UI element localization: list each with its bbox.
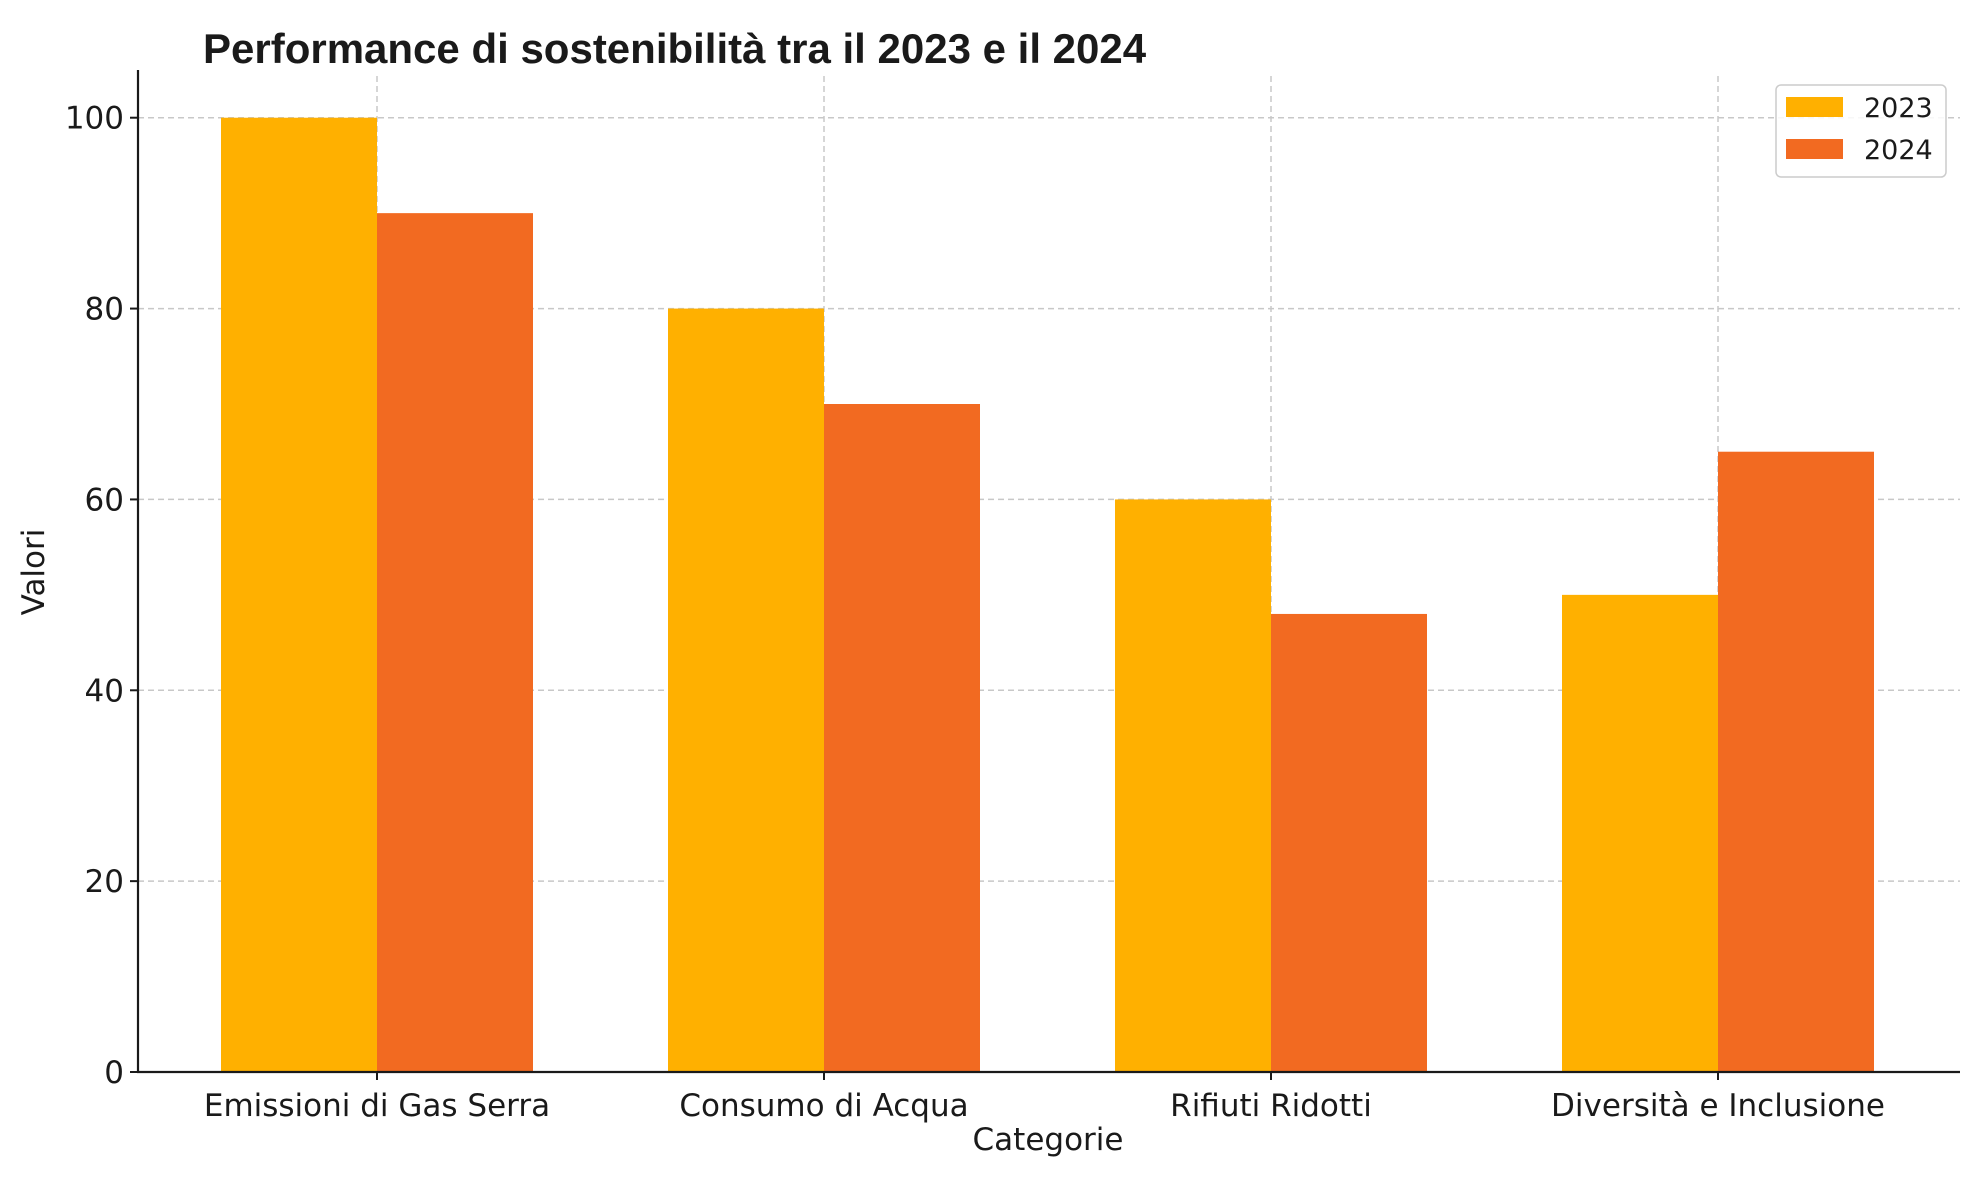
bar-2024-0 (377, 213, 533, 1073)
y-tick-label-60: 60 (85, 482, 124, 518)
y-tick-label-0: 0 (104, 1055, 124, 1091)
y-tick-label-20: 20 (85, 864, 124, 900)
x-tick-label-1: Consumo di Acqua (679, 1088, 968, 1124)
legend-swatch-2024 (1786, 139, 1843, 159)
x-axis-ticks: Emissioni di Gas Serra Consumo di Acqua Ri… (204, 1072, 1885, 1124)
bar-2024-2 (1271, 613, 1427, 1072)
legend-label-2023: 2023 (1864, 93, 1933, 124)
legend-swatch-2023 (1786, 97, 1843, 117)
axes (136, 70, 1960, 1074)
bar-2023-0 (221, 117, 377, 1072)
x-tick-label-3: Diversità e Inclusione (1551, 1088, 1885, 1124)
bar-2023-2 (1115, 499, 1271, 1072)
y-axis-ticks: 0 20 40 60 80 100 (65, 101, 138, 1091)
bar-2023-1 (668, 308, 824, 1073)
chart-title: Performance di sostenibilità tra il 2023… (203, 25, 1147, 72)
legend-label-2024: 2024 (1864, 135, 1933, 166)
x-tick-label-0: Emissioni di Gas Serra (204, 1088, 550, 1124)
y-tick-label-80: 80 (85, 292, 124, 328)
y-axis-label: Valori (16, 529, 52, 616)
y-tick-label-40: 40 (85, 673, 124, 709)
bars (221, 117, 1874, 1073)
y-tick-label-100: 100 (65, 101, 124, 137)
x-tick-label-2: Rifiuti Ridotti (1170, 1088, 1372, 1124)
legend: 2023 2024 (1775, 84, 1947, 178)
bar-2024-3 (1718, 451, 1874, 1072)
x-axis-label: Categorie (973, 1122, 1124, 1158)
bar-2023-3 (1562, 594, 1718, 1072)
bar-2024-1 (824, 404, 980, 1072)
